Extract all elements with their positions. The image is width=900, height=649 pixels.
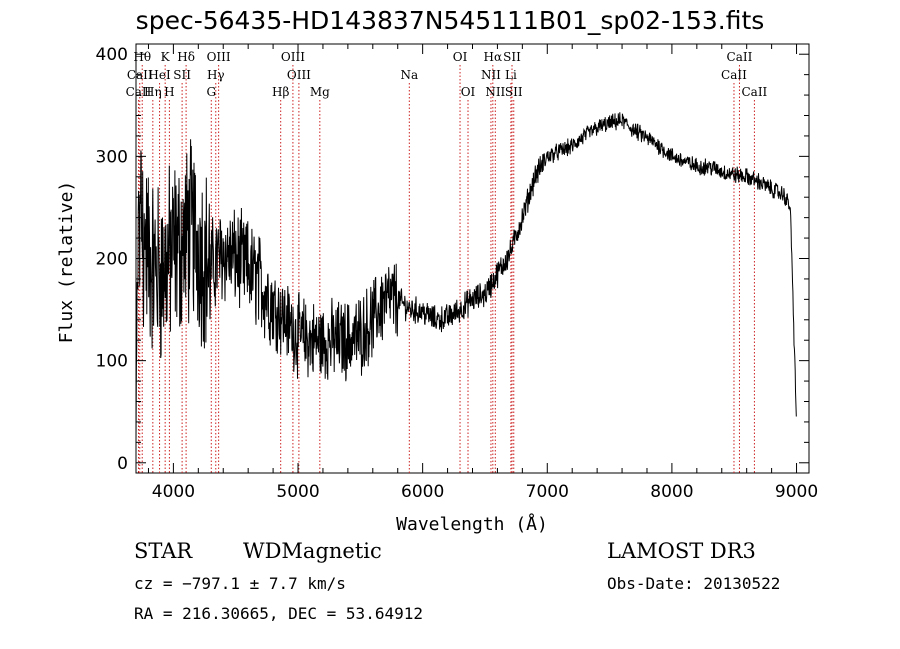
line-label: OIII — [281, 50, 305, 64]
object-class: STAR — [134, 539, 193, 563]
line-label: CaII — [721, 68, 747, 82]
x-tick-label: 6000 — [401, 482, 444, 502]
line-label: SII — [173, 68, 191, 82]
line-label: Mg — [310, 85, 330, 99]
line-label: Hα — [484, 50, 503, 64]
line-label: Na — [400, 68, 418, 82]
line-label: G — [206, 85, 216, 99]
line-label: CaII — [727, 50, 753, 64]
line-label: Hγ — [207, 68, 225, 82]
line-label: Hδ — [177, 50, 195, 64]
line-label: CaII — [126, 85, 152, 99]
line-label: H — [164, 85, 174, 99]
survey-name: LAMOST DR3 — [607, 539, 756, 563]
y-axis: 0 100 200 300 400 — [96, 45, 809, 474]
y-axis-label: Flux (relative) — [56, 181, 77, 344]
line-label: OI — [453, 50, 468, 64]
x-tick-label: 8000 — [650, 482, 693, 502]
redshift-cz: cz = −797.1 ± 7.7 km/s — [134, 574, 346, 593]
line-label: OIII — [207, 50, 231, 64]
y-tick-label: 100 — [96, 352, 128, 372]
y-tick-label: 300 — [96, 147, 128, 167]
x-tick-label: 5000 — [276, 482, 319, 502]
line-label: K — [161, 50, 171, 64]
x-tick-label: 7000 — [526, 482, 569, 502]
y-tick-label: 0 — [117, 454, 128, 474]
spectrum-series — [135, 112, 797, 441]
line-label: NII — [481, 68, 501, 82]
spectrum-line — [135, 112, 797, 441]
line-label: OIII — [287, 68, 311, 82]
line-label: SII — [505, 85, 523, 99]
line-label: HeI — [148, 68, 171, 82]
line-label: Li — [505, 68, 517, 82]
emission-line-markers — [137, 65, 755, 473]
line-label: CaII — [741, 85, 767, 99]
x-tick-label: 4000 — [152, 482, 195, 502]
line-label: SII — [503, 50, 521, 64]
x-axis: 4000 5000 6000 7000 8000 9000 — [147, 44, 818, 502]
chart-title: spec-56435-HD143837N545111B01_sp02-153.f… — [135, 6, 765, 35]
line-label: Hθ — [133, 50, 151, 64]
observation-date: Obs-Date: 20130522 — [607, 574, 781, 593]
y-tick-label: 400 — [96, 45, 128, 65]
line-label: OI — [461, 85, 476, 99]
line-label: Hβ — [272, 85, 289, 99]
line-label: Hη — [144, 85, 162, 99]
coordinates: RA = 216.30665, DEC = 53.64912 — [134, 604, 423, 623]
object-subclass: WDMagnetic — [243, 539, 382, 563]
x-axis-label: Wavelength (Å) — [396, 513, 548, 535]
x-tick-label: 9000 — [775, 482, 818, 502]
line-label: NII — [485, 85, 505, 99]
y-tick-label: 200 — [96, 250, 128, 270]
